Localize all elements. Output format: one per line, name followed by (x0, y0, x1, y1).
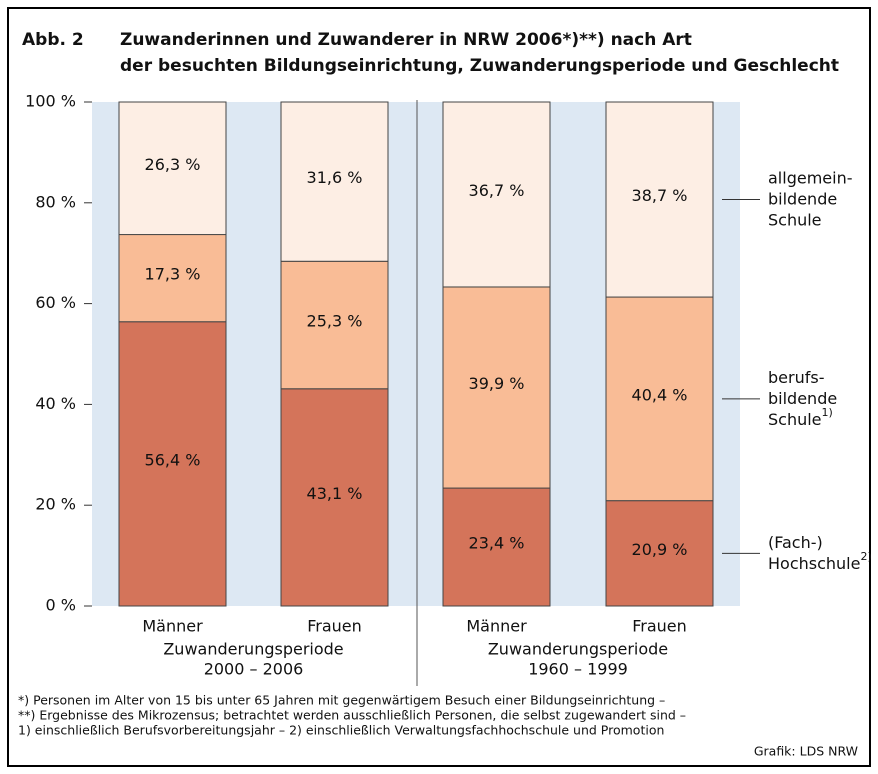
data-label: 20,9 % (632, 540, 688, 559)
footnote: *) Personen im Alter von 15 bis unter 65… (18, 693, 665, 708)
bar-segment (605, 500, 714, 607)
legend-text: allgemein- (768, 168, 852, 187)
x-tick-label: Frauen (632, 617, 687, 636)
bar-segment (442, 101, 551, 288)
legend-text: (Fach-) (768, 532, 823, 551)
source: Grafik: LDS NRW (754, 744, 858, 759)
bar-segment (605, 296, 714, 502)
y-tick-label: 80 % (35, 192, 76, 211)
footnote: **) Ergebnisse des Mikrozensus; betracht… (18, 708, 686, 723)
bar-segment (118, 234, 227, 323)
bar-segment (118, 101, 227, 236)
group-label: 1960 – 1999 (528, 660, 628, 679)
legend-label: Schule (768, 210, 822, 229)
legend-label: (Fach-) (768, 532, 823, 551)
legend-label: bildende (768, 388, 837, 407)
legend-label: berufs- (768, 367, 824, 386)
bar-segment (118, 321, 227, 607)
data-label: 31,6 % (307, 168, 363, 187)
legend-label: allgemein- (768, 168, 852, 187)
data-label: 40,4 % (632, 385, 688, 404)
group-label: 2000 – 2006 (204, 660, 304, 679)
legend-text: bildende (768, 189, 837, 208)
data-label: 17,3 % (145, 265, 201, 284)
group-label: Zuwanderungsperiode (163, 640, 343, 659)
legend-text: Hochschule (768, 553, 860, 572)
legend-text: bildende (768, 388, 837, 407)
legend-note: 2) (860, 550, 871, 563)
bar-segment (442, 286, 551, 489)
chart-title: der besuchten Bildungseinrichtung, Zuwan… (120, 56, 839, 76)
data-label: 56,4 % (145, 450, 201, 469)
y-tick-label: 60 % (35, 293, 76, 312)
legend-label: Schule1) (768, 406, 833, 429)
figure-label: Abb. 2 (22, 30, 84, 50)
bar-segment (605, 101, 714, 298)
y-tick-label: 0 % (46, 596, 76, 615)
y-tick-label: 40 % (35, 394, 76, 413)
footnote: 1) einschließlich Berufsvorbereitungsjah… (18, 723, 664, 738)
x-tick-label: Männer (142, 617, 203, 636)
data-label: 38,7 % (632, 186, 688, 205)
bar-segment (442, 487, 551, 607)
data-label: 26,3 % (145, 155, 201, 174)
legend-note: 1) (822, 406, 833, 419)
legend-label: bildende (768, 189, 837, 208)
chart-title: Zuwanderinnen und Zuwanderer in NRW 2006… (120, 30, 692, 50)
y-tick-label: 20 % (35, 495, 76, 514)
bar-segment (280, 260, 389, 390)
bar-segment (280, 388, 389, 607)
legend-text: Schule (768, 409, 822, 428)
data-label: 43,1 % (307, 484, 363, 503)
x-tick-label: Männer (466, 617, 527, 636)
data-label: 39,9 % (469, 374, 525, 393)
legend-text: Schule (768, 210, 822, 229)
data-label: 25,3 % (307, 312, 363, 331)
y-tick-label: 100 % (25, 92, 76, 111)
data-label: 23,4 % (469, 534, 525, 553)
bar-segment (280, 101, 389, 262)
legend-label: Hochschule2) (768, 550, 872, 573)
group-label: Zuwanderungsperiode (488, 640, 668, 659)
data-label: 36,7 % (469, 181, 525, 200)
legend-text: berufs- (768, 367, 824, 386)
x-tick-label: Frauen (307, 617, 362, 636)
